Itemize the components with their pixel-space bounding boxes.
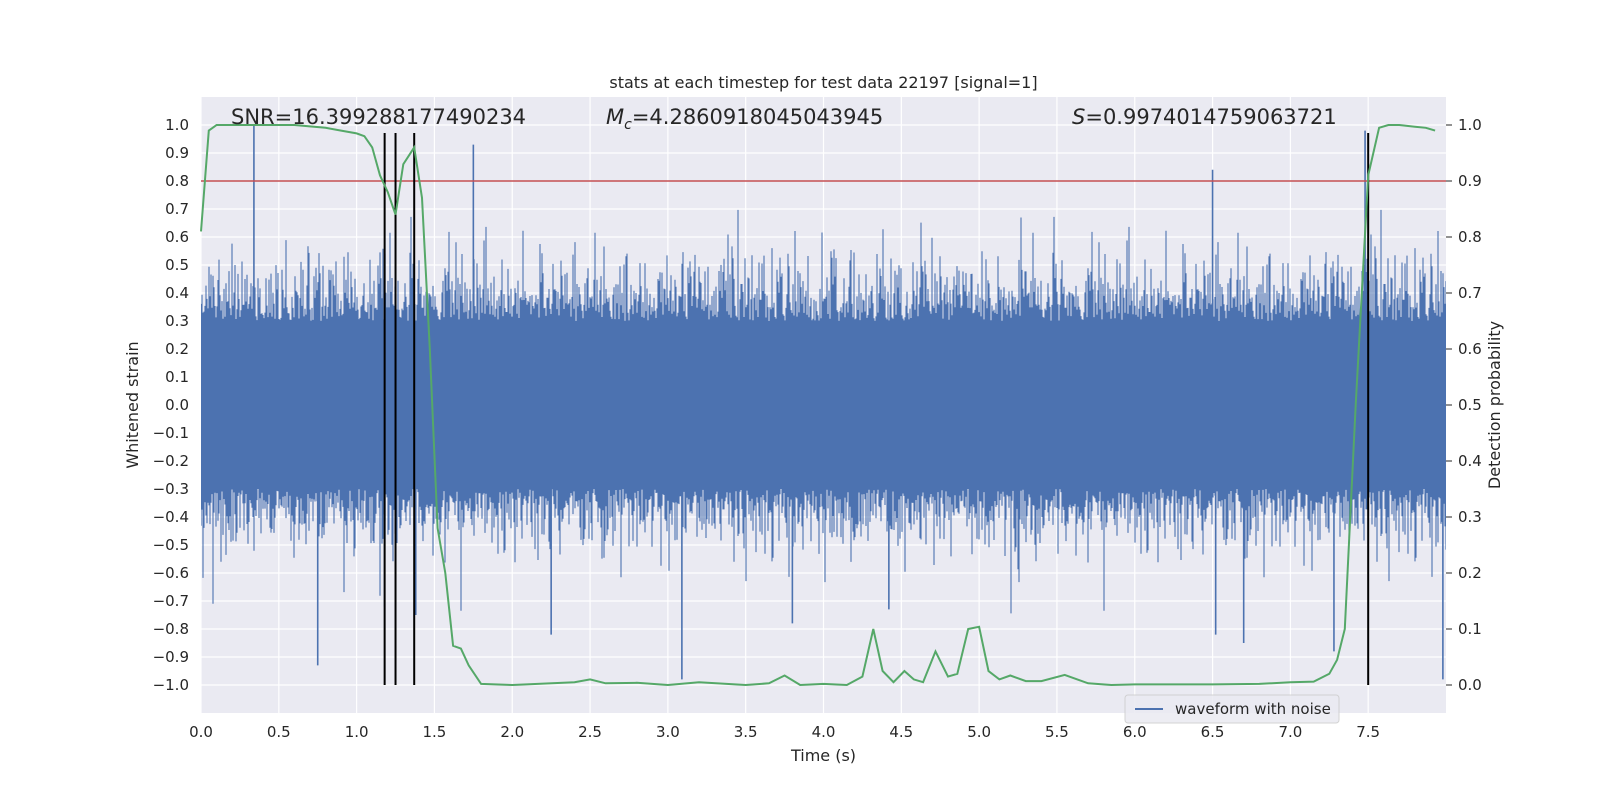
mc-value: =4.2860918045043945 [632, 105, 883, 129]
y2-tick-label: 0.8 [1458, 228, 1482, 246]
y-tick-label: 0.5 [165, 256, 189, 274]
x-tick-label: 3.5 [734, 723, 758, 741]
strain-series-line [201, 209, 1446, 614]
y-tick-label: −0.1 [153, 424, 189, 442]
x-axis-label: Time (s) [790, 746, 856, 765]
y-tick-label: −0.4 [153, 508, 189, 526]
event-markers [383, 133, 1370, 685]
chirp-mass-annotation: Mc=4.2860918045043945 [606, 105, 883, 133]
y-tick-label: 0.7 [165, 200, 189, 218]
y2-tick-label: 0.6 [1458, 340, 1482, 358]
snr-annotation: SNR=16.399288177490234 [231, 105, 526, 129]
y-tick-label: −0.6 [153, 564, 189, 582]
y2-tick-label: 0.9 [1458, 172, 1482, 190]
y-tick-label: 0.2 [165, 340, 189, 358]
y-tick-label: −1.0 [153, 676, 189, 694]
x-tick-label: 1.5 [423, 723, 447, 741]
y-tick-label: 0.9 [165, 144, 189, 162]
score-annotation: S=0.9974014759063721 [1072, 105, 1337, 129]
y-tick-label: −0.5 [153, 536, 189, 554]
s-value: =0.9974014759063721 [1085, 105, 1336, 129]
strain-series [201, 125, 1446, 680]
y-axis-label: Whitened strain [123, 341, 142, 468]
y-tick-label: −0.3 [153, 480, 189, 498]
y2-tick-label: 0.3 [1458, 508, 1482, 526]
x-tick-label: 0.0 [189, 723, 213, 741]
y-tick-label: −0.9 [153, 648, 189, 666]
x-tick-label: 4.5 [889, 723, 913, 741]
chart-title: stats at each timestep for test data 221… [609, 73, 1037, 92]
x-tick-label: 7.0 [1278, 723, 1302, 741]
x-tick-label: 6.5 [1201, 723, 1225, 741]
x-axis-ticks: 0.0 0.5 1.0 1.5 2.0 2.5 3.0 3.5 4.0 4.5 5.0 5.5 6.0 6… [189, 723, 1380, 741]
x-tick-label: 2.5 [578, 723, 602, 741]
x-tick-label: 5.5 [1045, 723, 1069, 741]
y-tick-label: −0.8 [153, 620, 189, 638]
y2-axis-label: Detection probability [1485, 321, 1504, 489]
y-tick-label: 0.8 [165, 172, 189, 190]
legend-label: waveform with noise [1175, 700, 1331, 718]
x-tick-label: 2.0 [500, 723, 524, 741]
y-tick-label: 0.1 [165, 368, 189, 386]
legend: waveform with noise [1124, 694, 1340, 724]
y2-tick-label: 0.1 [1458, 620, 1482, 638]
mc-symbol: M [606, 105, 624, 129]
s-symbol: S [1072, 105, 1085, 129]
y2-axis-ticks: 1.0 0.9 0.8 0.7 0.6 0.5 0.4 0.3 0.2 0.1 0.0 [1446, 116, 1482, 694]
probability-series-line [200, 124, 1436, 687]
x-tick-label: 0.5 [267, 723, 291, 741]
y2-tick-label: 1.0 [1458, 116, 1482, 134]
x-tick-label: 5.0 [967, 723, 991, 741]
y-axis-ticks: 1.0 0.9 0.8 0.7 0.6 0.5 0.4 0.3 0.2 0.1 0.0 −0.1 −0.… [153, 116, 189, 694]
y-tick-label: 0.4 [165, 284, 189, 302]
y2-tick-label: 0.4 [1458, 452, 1482, 470]
x-tick-label: 4.0 [812, 723, 836, 741]
x-tick-label: 6.0 [1123, 723, 1147, 741]
y2-tick-label: 0.0 [1458, 676, 1482, 694]
y-tick-label: −0.7 [153, 592, 189, 610]
x-tick-label: 7.5 [1356, 723, 1380, 741]
y2-tick-label: 0.7 [1458, 284, 1482, 302]
y-tick-label: 0.3 [165, 312, 189, 330]
y2-tick-label: 0.5 [1458, 396, 1482, 414]
y-tick-label: 0.0 [165, 396, 189, 414]
mc-subscript: c [624, 117, 632, 133]
y-tick-label: 0.6 [165, 228, 189, 246]
x-tick-label: 1.0 [345, 723, 369, 741]
x-tick-label: 3.0 [656, 723, 680, 741]
y-tick-label: −0.2 [153, 452, 189, 470]
y2-tick-label: 0.2 [1458, 564, 1482, 582]
y-tick-label: 1.0 [165, 116, 189, 134]
